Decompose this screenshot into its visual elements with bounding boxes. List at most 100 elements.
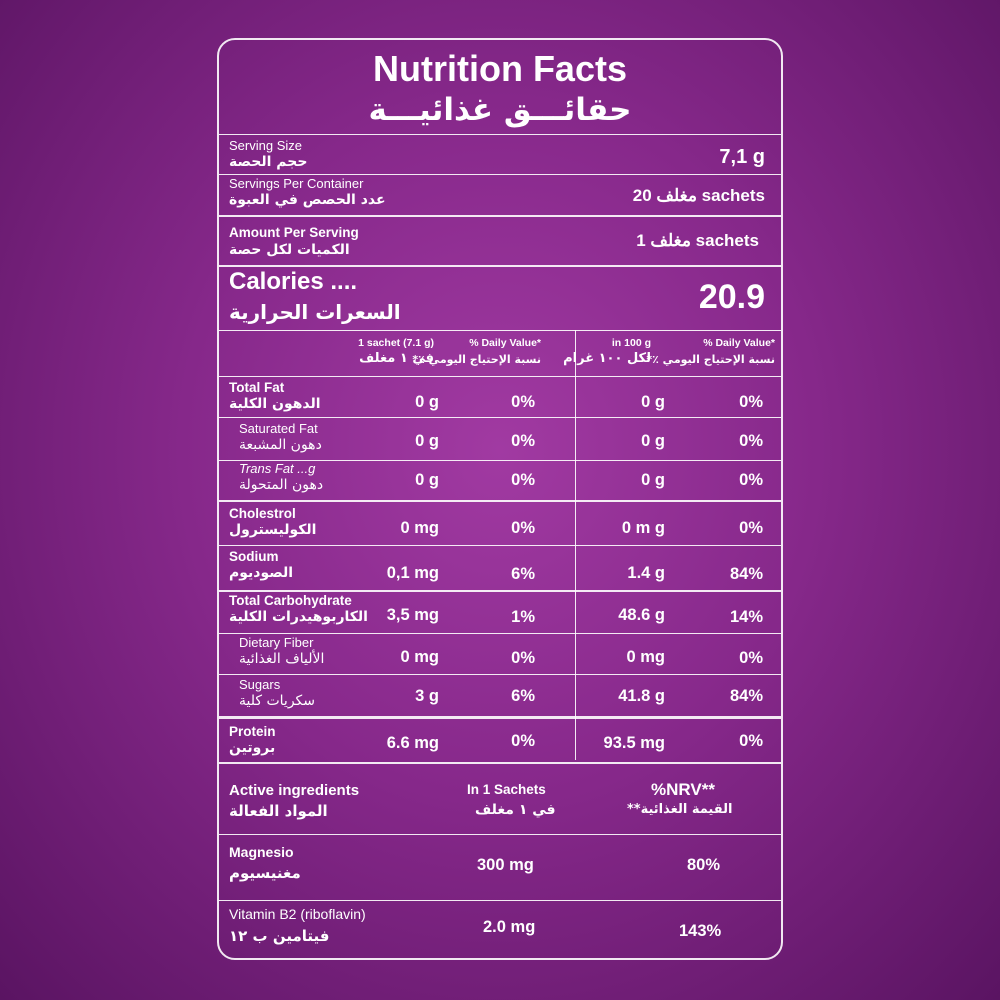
nutrient-name: Saturated Fat [239, 421, 318, 436]
daily-value-100g: 0% [739, 471, 763, 489]
divider [219, 265, 781, 267]
divider [219, 376, 781, 377]
col-header-per-sachet-arabic: في ١ مغلف [359, 351, 434, 366]
per-sachet-value: 0 mg [400, 648, 439, 666]
nutrition-facts-panel: Nutrition Facts حقائـــق غذائيـــة Servi… [217, 38, 783, 960]
daily-value-sachet: 6% [511, 565, 535, 583]
nutrient-name: Protein [229, 724, 276, 739]
daily-value-100g: 0% [739, 649, 763, 667]
amount-per-serving-value: مغلف 1 sachets [636, 231, 759, 250]
active-col-amount: In 1 Sachets [467, 782, 546, 797]
active-ingredient-name: Magnesio [229, 844, 294, 860]
nutrient-name: Dietary Fiber [239, 635, 314, 650]
serving-size-value: 7,1 g [719, 146, 765, 168]
daily-value-sachet: 0% [511, 649, 535, 667]
page-title-arabic: حقائـــق غذائيـــة [368, 92, 632, 128]
active-ingredients-header-arabic: المواد الفعالة [229, 802, 328, 820]
daily-value-sachet: 0% [511, 471, 535, 489]
active-ingredient-name-arabic: مغنيسيوم [229, 864, 301, 882]
per-sachet-value: 0 g [415, 393, 439, 411]
divider [219, 330, 781, 331]
divider [219, 460, 781, 461]
daily-value-100g: 14% [729, 608, 763, 626]
per-sachet-value: 6.6 mg [386, 734, 439, 752]
col-header-per-100g: in 100 g [611, 337, 651, 349]
active-col-amount-arabic: في ١ مغلف [475, 802, 556, 818]
divider [219, 900, 781, 901]
active-ingredient-nrv: 143% [679, 922, 722, 940]
nutrient-name-arabic: دهون المشبعة [239, 437, 322, 453]
active-ingredient-amount: 300 mg [477, 856, 534, 874]
daily-value-sachet: 0% [511, 432, 535, 450]
nutrient-name: Total Carbohydrate [229, 593, 352, 608]
nutrient-name-arabic: سكريات كلية [239, 693, 316, 709]
per-sachet-value: 3 g [415, 687, 439, 705]
daily-value-sachet: 0% [511, 393, 535, 411]
divider [219, 545, 781, 546]
col-header-per-100g-arabic: لكل ١٠٠ غرام [563, 351, 651, 366]
daily-value-100g: 0% [739, 432, 763, 450]
per-100g-value: 41.8 g [618, 687, 665, 705]
nutrient-name: Sodium [229, 549, 279, 564]
divider [219, 834, 781, 835]
per-100g-value: 0 m g [621, 519, 665, 537]
active-ingredient-nrv: 80% [687, 856, 721, 874]
col-header-dv1: % Daily Value* [469, 337, 541, 349]
per-sachet-value: 3,5 mg [386, 606, 439, 624]
per-sachet-value: 0,1 mg [386, 564, 439, 582]
page-title: Nutrition Facts [372, 48, 627, 89]
calories-label: Calories .... [229, 268, 358, 295]
divider [219, 134, 781, 135]
col-header-dv2-arabic: نسبة الإحتياج اليومي ٪* [646, 353, 775, 366]
active-ingredient-name: Vitamin B2 (riboflavin) [229, 906, 366, 922]
per-sachet-value: 0 g [415, 471, 439, 489]
calories-value: 20.9 [698, 278, 765, 316]
daily-value-sachet: 6% [511, 687, 535, 705]
divider [219, 417, 781, 418]
nutrient-name-arabic: الدهون الكلية [229, 396, 321, 412]
col-header-dv2: % Daily Value* [703, 337, 775, 349]
nutrient-name-arabic: الألياف الغذائية [239, 651, 325, 667]
per-100g-value: 93.5 mg [603, 734, 665, 752]
divider [219, 500, 781, 502]
nutrient-name: Cholestrol [229, 506, 296, 521]
nutrient-name-arabic: الكوليسترول [229, 522, 317, 538]
amount-per-serving-label-arabic: الكميات لكل حصة [229, 242, 350, 258]
per-100g-value: 0 g [641, 471, 665, 489]
nutrient-name-arabic: الصوديوم [229, 565, 294, 581]
active-ingredient-name-arabic: فيتامين ب ١٢ [229, 927, 330, 945]
amount-per-serving-label: Amount Per Serving [229, 225, 359, 240]
nutrient-name: Sugars [239, 677, 281, 692]
active-col-nrv-arabic: القيمة الغذائية** [627, 802, 733, 817]
nutrient-name: Total Fat [229, 380, 285, 395]
col-header-dv1-arabic: نسبة الإحتياج اليومي ٪* [412, 353, 541, 366]
per-100g-value: 1.4 g [627, 564, 665, 582]
per-sachet-value: 0 mg [400, 519, 439, 537]
divider [219, 174, 781, 175]
daily-value-sachet: 0% [511, 732, 535, 750]
nutrient-name-arabic: دهون المتحولة [239, 477, 324, 493]
serving-size-label: Serving Size [229, 138, 302, 153]
active-ingredient-amount: 2.0 mg [483, 918, 536, 936]
daily-value-100g: 84% [729, 565, 763, 583]
calories-label-arabic: السعرات الحرارية [229, 300, 401, 324]
divider [219, 716, 781, 719]
divider [219, 215, 781, 217]
daily-value-sachet: 1% [511, 608, 535, 626]
nutrient-name: Trans Fat ...g [239, 461, 316, 476]
nutrient-name-arabic: بروتين [229, 740, 276, 756]
serving-size-label-arabic: حجم الحصة [229, 154, 308, 170]
divider [219, 762, 781, 764]
per-100g-value: 0 g [641, 432, 665, 450]
daily-value-100g: 0% [739, 732, 763, 750]
per-100g-value: 0 g [641, 393, 665, 411]
active-col-nrv: %NRV** [651, 780, 715, 799]
active-ingredients-header: Active ingredients [229, 782, 360, 799]
daily-value-100g: 0% [739, 393, 763, 411]
divider [219, 674, 781, 675]
servings-per-container-label-arabic: عدد الحصص في العبوة [229, 192, 386, 208]
col-header-per-sachet: 1 sachet (7.1 g) [358, 337, 434, 349]
daily-value-100g: 84% [729, 687, 763, 705]
daily-value-100g: 0% [739, 519, 763, 537]
per-100g-value: 0 mg [626, 648, 665, 666]
